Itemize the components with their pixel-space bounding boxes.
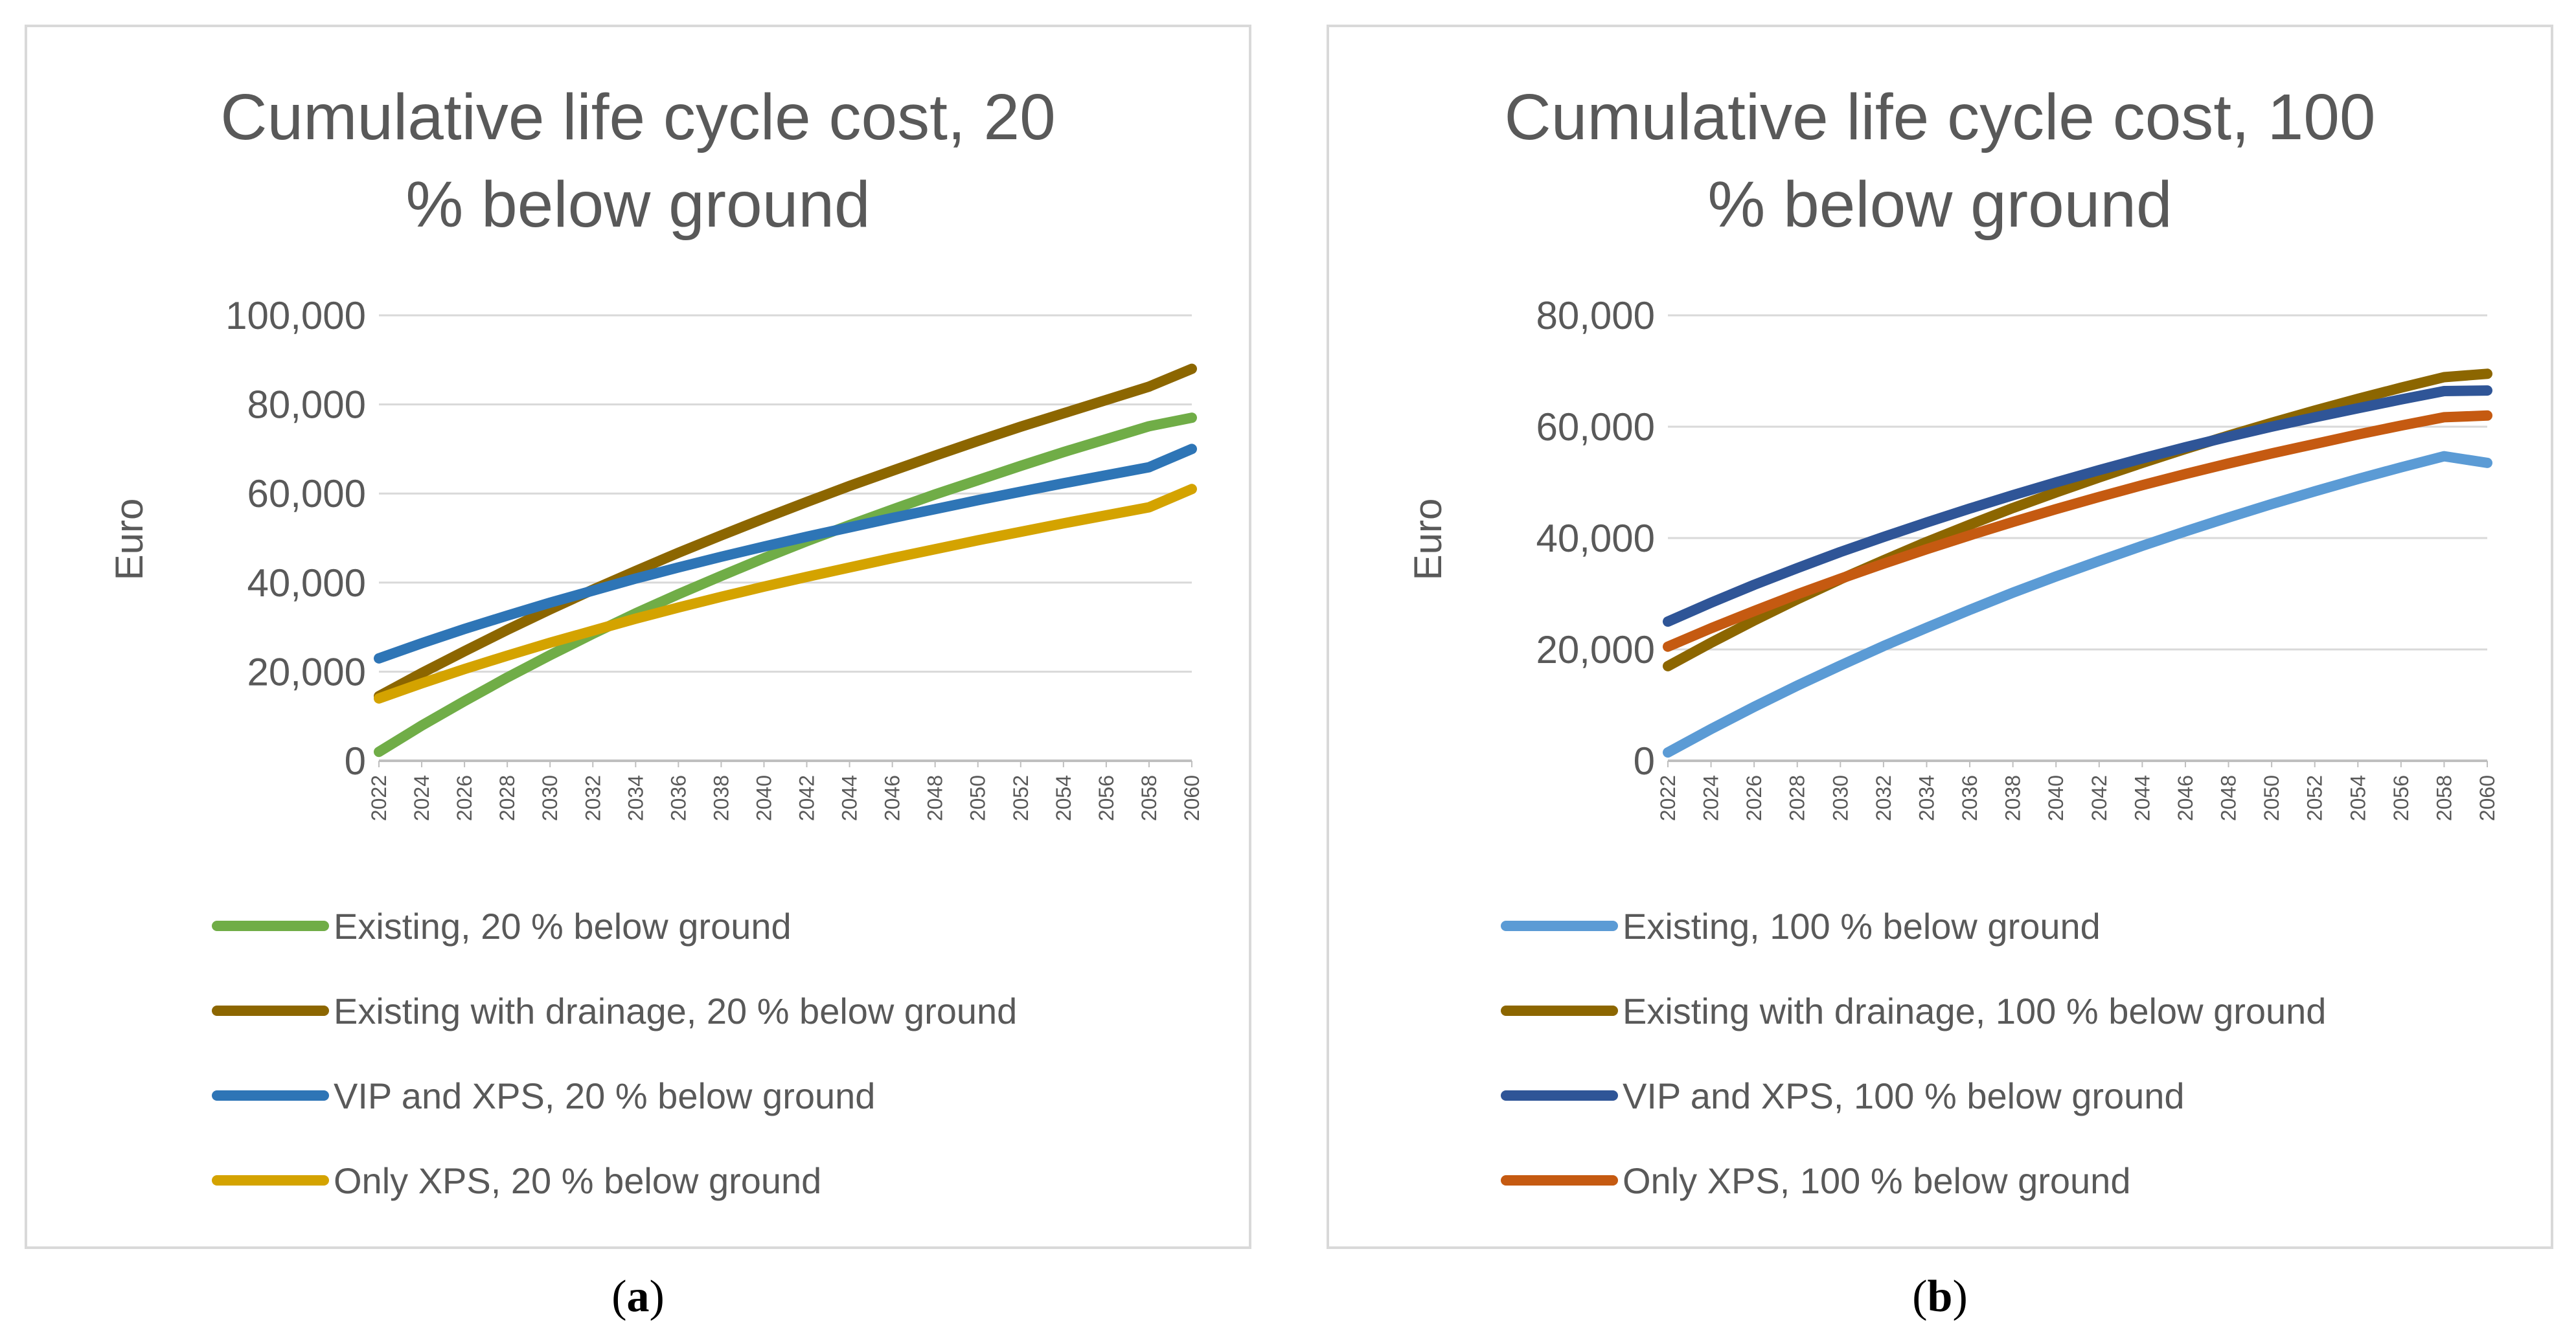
x-tick-label: 2032 <box>581 775 604 821</box>
x-tick-label: 2040 <box>2044 775 2068 821</box>
x-tick-label: 2040 <box>752 775 775 821</box>
x-tick-label: 2044 <box>838 775 861 821</box>
legend-label: Existing with drainage, 20 % below groun… <box>334 991 1017 1031</box>
legend-label: Existing, 20 % below ground <box>334 906 792 947</box>
chart-a: Cumulative life cycle cost, 20 % below g… <box>108 81 1203 1322</box>
y-tick-label: 20,000 <box>1536 628 1655 671</box>
x-tick-label: 2034 <box>1915 775 1938 821</box>
x-tick-label: 2046 <box>881 775 904 821</box>
y-tick-label: 80,000 <box>247 383 366 427</box>
x-tick-label: 2042 <box>2088 775 2111 821</box>
x-tick-label: 2022 <box>367 775 391 821</box>
y-tick-label: 20,000 <box>247 650 366 693</box>
x-tick-label: 2032 <box>1872 775 1895 821</box>
x-tick-label: 2038 <box>2001 775 2025 821</box>
x-tick-label: 2052 <box>2303 775 2327 821</box>
panel-a-frame <box>25 25 1251 1249</box>
chart-a-y-ticks: 0 20,000 40,000 60,000 80,000 100,000 <box>225 294 366 783</box>
x-tick-label: 2046 <box>2174 775 2197 821</box>
chart-b-caption: (b) <box>1912 1272 1968 1322</box>
x-tick-label: 2048 <box>924 775 947 821</box>
x-tick-label: 2030 <box>1829 775 1852 821</box>
x-tick-label: 2058 <box>1137 775 1161 821</box>
y-tick-label: 60,000 <box>1536 405 1655 449</box>
x-tick-label: 2028 <box>1786 775 1809 821</box>
chart-b-series <box>1663 368 2492 758</box>
y-tick-label: 100,000 <box>225 294 366 337</box>
series-line <box>1663 410 2492 652</box>
chart-a-series <box>374 363 1197 758</box>
legend-label: Existing with drainage, 100 % below grou… <box>1623 991 2326 1031</box>
chart-a-title-line-2: % below ground <box>405 168 870 241</box>
series-line <box>1663 451 2492 758</box>
y-tick-label: 40,000 <box>247 561 366 605</box>
y-tick-label: 80,000 <box>1536 294 1655 337</box>
chart-b-legend: Existing, 100 % below ground Existing wit… <box>1501 906 2326 1201</box>
x-tick-label: 2024 <box>410 775 433 821</box>
x-tick-label: 2048 <box>2217 775 2240 821</box>
x-tick-label: 2028 <box>496 775 519 821</box>
series-line <box>374 444 1197 664</box>
x-tick-label: 2056 <box>1095 775 1118 821</box>
x-tick-label: 2060 <box>2476 775 2499 821</box>
x-tick-label: 2052 <box>1009 775 1032 821</box>
x-tick-label: 2044 <box>2130 775 2154 821</box>
y-tick-label: 0 <box>1634 739 1655 783</box>
y-tick-label: 40,000 <box>1536 517 1655 560</box>
x-tick-label: 2054 <box>1052 775 1075 821</box>
x-tick-label: 2058 <box>2432 775 2456 821</box>
chart-a-x-ticks: 2022 2024 2026 2028 2030 2032 2034 2036 2038 2040… <box>367 761 1203 821</box>
chart-b-title-line-1: Cumulative life cycle cost, 100 <box>1504 81 2375 153</box>
series-line <box>1663 385 2492 627</box>
chart-a-caption: (a) <box>611 1272 665 1322</box>
x-tick-label: 2050 <box>966 775 990 821</box>
series-line <box>374 412 1197 758</box>
x-tick-label: 2042 <box>795 775 819 821</box>
x-tick-label: 2056 <box>2389 775 2413 821</box>
chart-a-title-line-1: Cumulative life cycle cost, 20 <box>220 81 1055 153</box>
x-tick-label: 2030 <box>538 775 562 821</box>
chart-a-legend: Existing, 20 % below ground Existing with… <box>212 906 1017 1201</box>
x-tick-label: 2050 <box>2260 775 2283 821</box>
chart-b-x-ticks: 2022 2024 2026 2028 2030 2032 2034 2036 2038 2040… <box>1656 761 2499 821</box>
chart-b-y-axis-label: Euro <box>1406 499 1450 581</box>
legend-label: VIP and XPS, 100 % below ground <box>1623 1075 2185 1116</box>
x-tick-label: 2022 <box>1656 775 1680 821</box>
x-tick-label: 2036 <box>1958 775 1981 821</box>
series-line <box>374 484 1197 704</box>
y-tick-label: 0 <box>345 739 366 783</box>
x-tick-label: 2054 <box>2346 775 2369 821</box>
legend-label: VIP and XPS, 20 % below ground <box>334 1075 875 1116</box>
chart-b-gridlines <box>1668 314 2487 762</box>
y-tick-label: 60,000 <box>247 472 366 515</box>
chart-b-y-ticks: 0 20,000 40,000 60,000 80,000 <box>1536 294 1655 783</box>
series-line <box>374 363 1197 702</box>
legend-label: Existing, 100 % below ground <box>1623 906 2101 947</box>
chart-b-title-line-2: % below ground <box>1707 168 2172 241</box>
panel-b-frame <box>1327 25 2553 1249</box>
x-tick-label: 2026 <box>1742 775 1766 821</box>
x-tick-label: 2026 <box>453 775 476 821</box>
x-tick-label: 2024 <box>1700 775 1723 821</box>
x-tick-label: 2036 <box>667 775 690 821</box>
x-tick-label: 2038 <box>709 775 733 821</box>
chart-b: Cumulative life cycle cost, 100 % below … <box>1406 81 2499 1322</box>
chart-a-y-axis-label: Euro <box>108 499 151 581</box>
x-tick-label: 2034 <box>624 775 647 821</box>
legend-label: Only XPS, 100 % below ground <box>1623 1160 2130 1201</box>
x-tick-label: 2060 <box>1180 775 1203 821</box>
legend-label: Only XPS, 20 % below ground <box>334 1160 821 1201</box>
